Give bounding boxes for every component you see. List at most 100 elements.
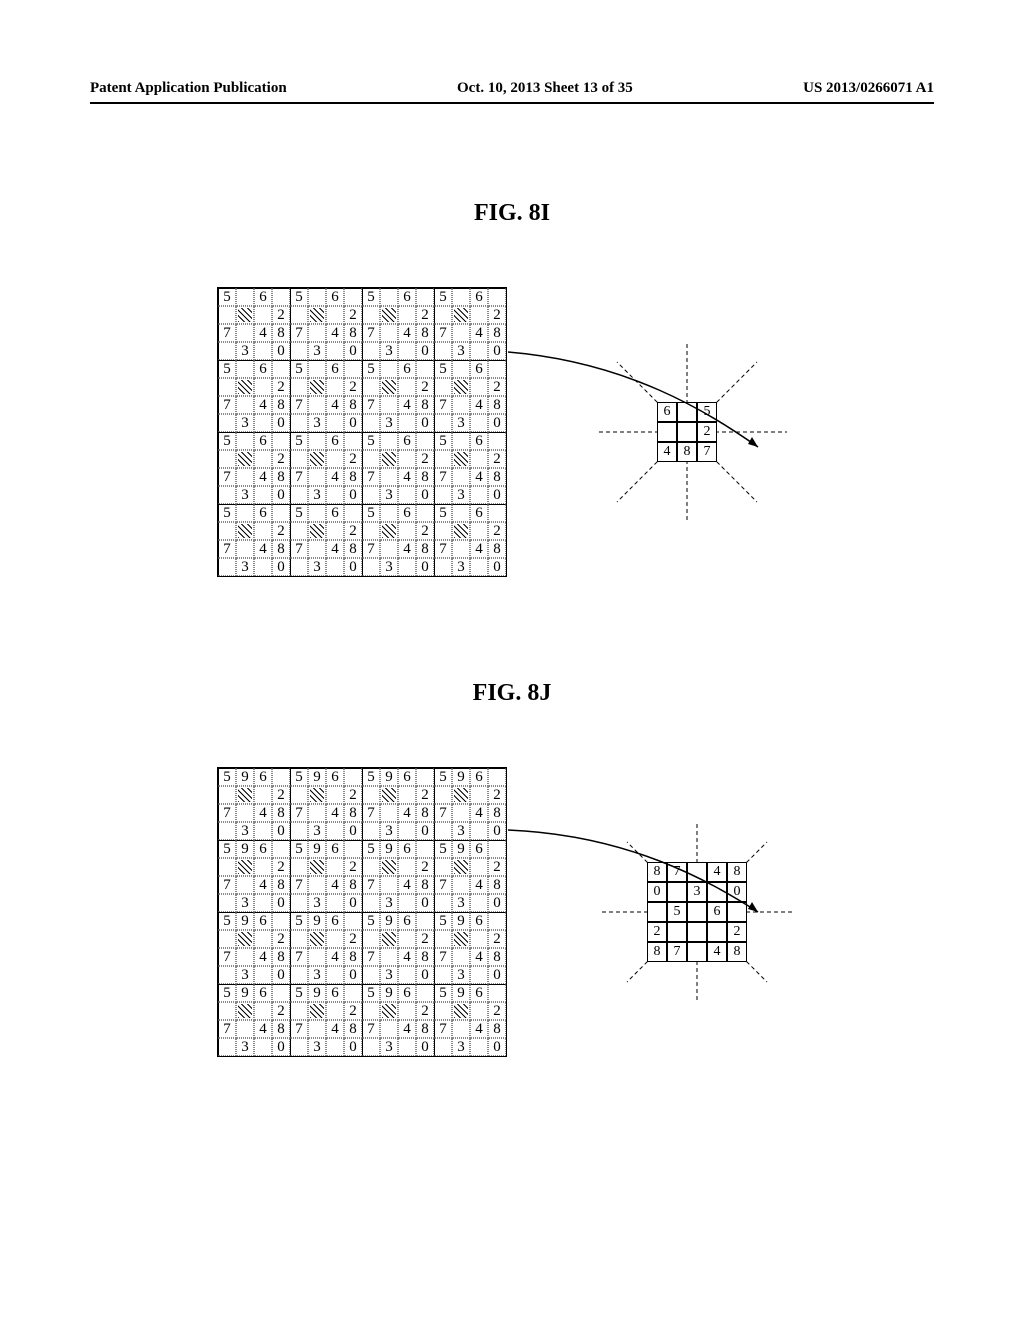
grid-cell: 8	[488, 804, 506, 822]
grid-cell: 5	[218, 912, 236, 930]
grid-cell: 0	[272, 558, 290, 576]
grid-cell: 4	[398, 540, 416, 558]
grid-cell: 3	[452, 966, 470, 984]
grid-cell	[344, 768, 362, 786]
grid-cell: 2	[416, 306, 434, 324]
grid-cell	[398, 1038, 416, 1056]
grid-cell: 4	[326, 540, 344, 558]
grid-cell	[416, 768, 434, 786]
grid-cell	[380, 1002, 398, 1020]
grid-cell	[218, 342, 236, 360]
grid-cell	[470, 558, 488, 576]
grid-cell	[218, 858, 236, 876]
grid-cell: 7	[434, 1020, 452, 1038]
grid-cell: 9	[236, 912, 254, 930]
grid-cell	[326, 894, 344, 912]
grid-cell: 8	[272, 324, 290, 342]
grid-cell	[308, 948, 326, 966]
grid-cell: 4	[398, 1020, 416, 1038]
grid-cell: 0	[272, 342, 290, 360]
grid-cell	[488, 288, 506, 306]
grid-cell	[434, 306, 452, 324]
grid-cell: 5	[290, 432, 308, 450]
grid-cell: 6	[470, 840, 488, 858]
grid-cell	[308, 930, 326, 948]
grid-cell: 4	[326, 468, 344, 486]
grid-cell: 9	[452, 984, 470, 1002]
grid-cell	[470, 378, 488, 396]
grid-cell: 2	[488, 450, 506, 468]
grid-cell: 7	[434, 948, 452, 966]
grid-cell: 5	[290, 288, 308, 306]
grid-cell: 3	[380, 486, 398, 504]
grid-cell	[470, 522, 488, 540]
grid-cell	[416, 504, 434, 522]
grid-cell	[434, 522, 452, 540]
grid-cell	[380, 858, 398, 876]
grid-cell: 0	[416, 822, 434, 840]
grid-cell: 6	[326, 768, 344, 786]
grid-cell: 6	[470, 984, 488, 1002]
grid-cell	[398, 822, 416, 840]
grid-cell	[326, 1002, 344, 1020]
grid-cell: 8	[488, 948, 506, 966]
grid-cell	[218, 930, 236, 948]
grid-cell: 7	[362, 540, 380, 558]
grid-cell	[290, 522, 308, 540]
grid-cell: 9	[380, 768, 398, 786]
grid-cell: 7	[434, 468, 452, 486]
grid-cell: 6	[254, 840, 272, 858]
grid-cell	[398, 522, 416, 540]
grid-cell	[308, 288, 326, 306]
grid-cell: 0	[344, 486, 362, 504]
grid-cell	[416, 360, 434, 378]
grid-cell: 7	[362, 876, 380, 894]
grid-cell: 0	[344, 414, 362, 432]
grid-cell: 3	[452, 822, 470, 840]
grid-cell	[254, 1002, 272, 1020]
grid-cell	[380, 324, 398, 342]
grid-cell: 2	[416, 858, 434, 876]
grid-cell: 3	[380, 822, 398, 840]
grid-cell	[380, 468, 398, 486]
grid-cell: 2	[488, 786, 506, 804]
grid-cell: 8	[344, 876, 362, 894]
grid-cell	[272, 840, 290, 858]
grid-cell: 0	[272, 966, 290, 984]
grid-cell	[290, 306, 308, 324]
grid-cell: 8	[272, 948, 290, 966]
grid-cell: 6	[326, 360, 344, 378]
grid-cell	[488, 432, 506, 450]
grid-cell	[236, 324, 254, 342]
grid-cell: 8	[488, 540, 506, 558]
grid-cell: 4	[254, 396, 272, 414]
grid-cell	[218, 822, 236, 840]
grid-cell: 3	[236, 414, 254, 432]
grid-cell	[272, 912, 290, 930]
grid-cell: 3	[380, 558, 398, 576]
grid-cell: 6	[470, 288, 488, 306]
grid-cell: 6	[326, 984, 344, 1002]
grid-cell	[236, 948, 254, 966]
grid-cell	[470, 486, 488, 504]
grid-cell: 0	[488, 414, 506, 432]
grid-cell	[326, 966, 344, 984]
grid-cell	[308, 1020, 326, 1038]
hdr-right: US 2013/0266071 A1	[803, 80, 934, 97]
grid-cell	[488, 768, 506, 786]
grid-cell	[236, 930, 254, 948]
grid-cell: 9	[308, 768, 326, 786]
grid-cell: 8	[344, 540, 362, 558]
grid-cell: 2	[272, 786, 290, 804]
grid-cell: 5	[362, 504, 380, 522]
grid-cell	[218, 306, 236, 324]
grid-cell	[344, 288, 362, 306]
hdr-left: Patent Application Publication	[90, 80, 287, 97]
grid-cell: 7	[290, 468, 308, 486]
grid-cell	[434, 786, 452, 804]
grid-cell	[398, 858, 416, 876]
grid-cell: 0	[272, 414, 290, 432]
grid-cell	[308, 432, 326, 450]
grid-cell	[254, 306, 272, 324]
grid-cell: 5	[434, 840, 452, 858]
